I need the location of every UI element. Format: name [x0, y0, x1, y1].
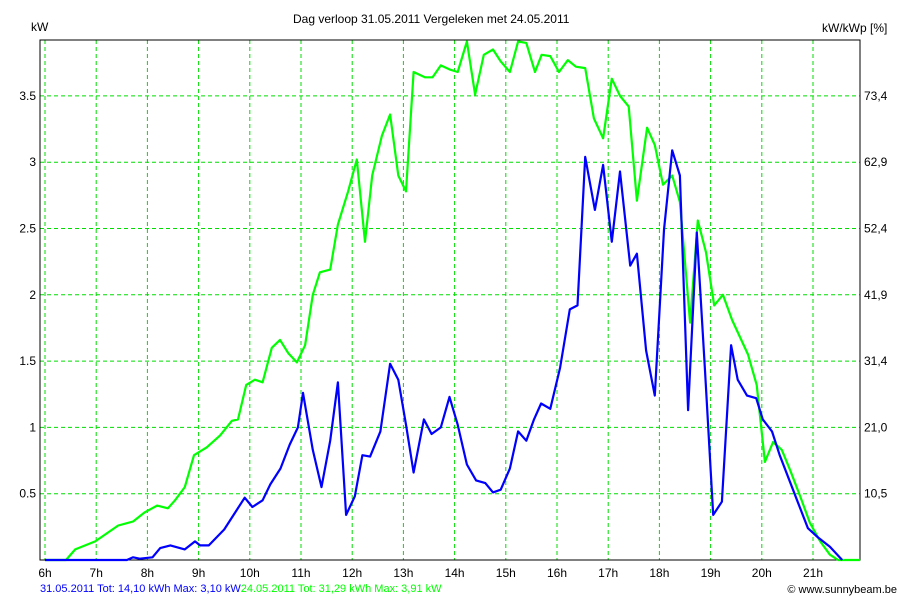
y-axis-label: kW: [31, 20, 49, 34]
x-tick-label: 15h: [496, 566, 516, 580]
chart-title: Dag verloop 31.05.2011 Vergeleken met 24…: [293, 12, 570, 26]
x-tick-label: 21h: [803, 566, 823, 580]
y-tick-label: 1: [29, 420, 36, 434]
y-tick-label-right: 31,4: [864, 354, 888, 368]
y-tick-label: 2.5: [19, 222, 36, 236]
x-tick-label: 11h: [291, 566, 310, 580]
y-tick-label-right: 52,4: [864, 222, 888, 236]
x-tick-label: 20h: [752, 566, 772, 580]
x-tick-label: 7h: [90, 566, 103, 580]
y-tick-label-right: 10,5: [864, 487, 888, 501]
y-tick-label-right: 21,0: [864, 420, 888, 434]
x-tick-label: 13h: [393, 566, 413, 580]
series-line-31-05-2011: [45, 149, 844, 562]
x-tick-label: 14h: [445, 566, 465, 580]
legend-entry-blue: 31.05.2011 Tot: 14,10 kWh Max: 3,10 kW: [40, 583, 241, 595]
copyright: © www.sunnybeam.be: [787, 584, 897, 596]
legend-entry-green: 24.05.2011 Tot: 31,29 kWh Max: 3,91 kW: [240, 583, 442, 595]
y-tick-label: 0.5: [19, 487, 36, 501]
y-tick-label: 2: [29, 288, 36, 302]
y-tick-label-right: 73,4: [864, 89, 888, 103]
x-tick-label: 16h: [547, 566, 567, 580]
y-tick-label-right: 62,9: [864, 155, 888, 169]
y-tick-label: 3.5: [19, 89, 36, 103]
y-tick-label-right: 41,9: [864, 288, 888, 302]
x-tick-label: 18h: [649, 566, 669, 580]
x-tick-label: 17h: [598, 566, 618, 580]
y-axis-right-label: kW/kWp [%]: [822, 21, 888, 35]
x-tick-label: 19h: [701, 566, 721, 580]
x-tick-label: 9h: [192, 566, 205, 580]
y-tick-label: 3: [29, 155, 36, 169]
x-tick-label: 6h: [38, 566, 51, 580]
plot-frame: [39, 39, 861, 561]
x-tick-label: 8h: [141, 566, 154, 580]
x-tick-label: 10h: [240, 566, 260, 580]
x-tick-label: 12h: [342, 566, 362, 580]
series-line-24-05-2011: [45, 40, 861, 562]
y-tick-label: 1.5: [19, 354, 36, 368]
legend: 31.05.2011 Tot: 14,10 kWh Max: 3,10 kW24…: [40, 583, 442, 595]
